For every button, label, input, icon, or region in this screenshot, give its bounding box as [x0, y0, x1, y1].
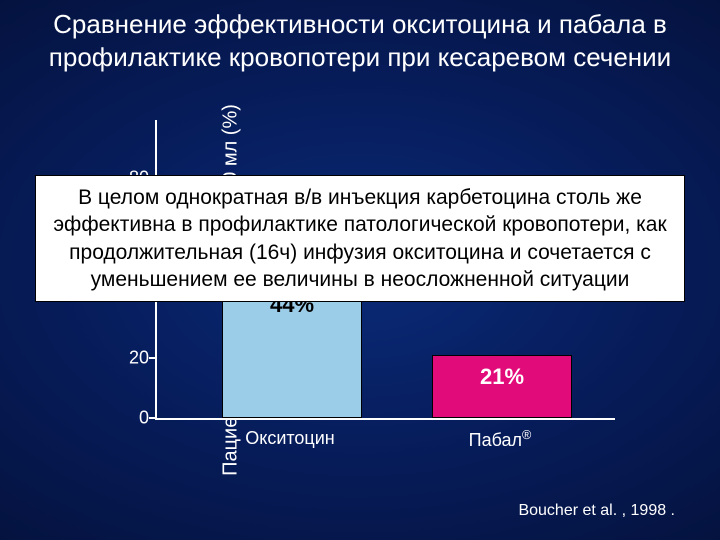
bar-value-label: 21% [433, 364, 571, 390]
y-tick-label: 0 [109, 408, 149, 429]
x-category-label: Пабал® [430, 428, 570, 451]
slide-title: Сравнение эффективности окситоцина и паб… [0, 0, 720, 77]
y-tick-mark [149, 357, 157, 359]
summary-overlay: В целом однократная в/в инъекция карбето… [35, 175, 685, 302]
x-category-label: Окситоцин [220, 428, 360, 449]
citation: Boucher et al. , 1998 . [518, 502, 675, 520]
bar: 44% [222, 283, 362, 418]
bar: 21% [432, 355, 572, 418]
y-tick-mark [149, 417, 157, 419]
y-tick-label: 20 [109, 348, 149, 369]
